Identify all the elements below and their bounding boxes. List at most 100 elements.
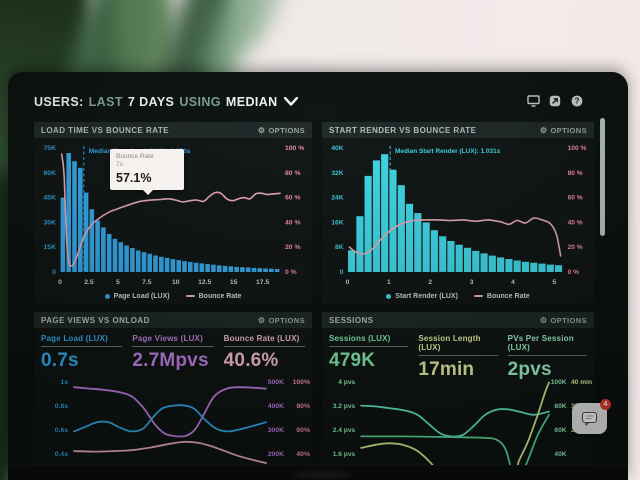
panel-title: LOAD TIME VS BOUNCE RATE xyxy=(41,125,169,135)
svg-text:24K: 24K xyxy=(331,195,343,202)
chat-widget-button[interactable]: 4 xyxy=(572,399,611,434)
metric-bounce-rate: Bounce Rate (LUX) 40.6% xyxy=(223,334,305,372)
metrics-row: Page Load (LUX) 0.7s Page Views (LUX) 2.… xyxy=(34,328,312,372)
svg-text:500K: 500K xyxy=(268,379,284,386)
gear-icon: ⚙ xyxy=(539,125,548,135)
svg-text:1: 1 xyxy=(387,279,391,286)
toolbar: ? xyxy=(527,94,584,107)
users-label: USERS: xyxy=(34,95,84,109)
help-icon[interactable]: ? xyxy=(571,94,584,107)
metric-underline xyxy=(132,346,214,347)
chart-legend: Page Load (LUX) Bounce Rate xyxy=(34,288,312,304)
metric-underline xyxy=(223,346,305,347)
svg-text:100%: 100% xyxy=(293,379,310,386)
chevron-down-icon xyxy=(283,95,298,109)
svg-text:1s: 1s xyxy=(60,379,68,386)
svg-text:60 %: 60 % xyxy=(285,195,301,202)
tooltip-value: 57.1% xyxy=(116,170,152,185)
panel-title: START RENDER VS BOUNCE RATE xyxy=(329,125,477,135)
panel-start-render-header: START RENDER VS BOUNCE RATE ⚙ OPTIONS xyxy=(322,122,594,138)
using-label: USING xyxy=(179,95,221,109)
svg-text:40K: 40K xyxy=(554,451,566,458)
svg-text:60 %: 60 % xyxy=(568,195,583,202)
metric-underline xyxy=(418,355,498,356)
page-views-chart[interactable]: 1s 0.8s 0.6s 0.4s 500K 400K 300K 200K 100% 80% 60%… xyxy=(34,372,312,466)
svg-text:60%: 60% xyxy=(296,427,310,434)
legend-line-icon xyxy=(185,295,195,297)
panel-load-time-header: LOAD TIME VS BOUNCE RATE ⚙ OPTIONS xyxy=(34,122,312,138)
display-icon[interactable] xyxy=(527,94,540,107)
panel-page-views: PAGE VIEWS VS ONLOAD ⚙ OPTIONS Page Load… xyxy=(34,312,312,466)
legend-item-bounce-rate[interactable]: Bounce Rate xyxy=(185,293,241,300)
svg-text:8K: 8K xyxy=(335,244,344,251)
svg-text:0.6s: 0.6s xyxy=(55,427,68,434)
legend-item-start-render[interactable]: Start Render (LUX) xyxy=(386,293,458,300)
svg-text:0: 0 xyxy=(340,269,344,276)
svg-text:3.2 pvs: 3.2 pvs xyxy=(333,403,356,410)
svg-text:400K: 400K xyxy=(268,403,284,410)
svg-text:40 %: 40 % xyxy=(568,219,583,226)
metric-page-load: Page Load (LUX) 0.7s xyxy=(41,334,123,372)
svg-text:7.5: 7.5 xyxy=(142,279,152,286)
svg-text:0 %: 0 % xyxy=(285,269,297,276)
options-button[interactable]: ⚙ OPTIONS xyxy=(539,315,587,325)
svg-text:32K: 32K xyxy=(331,170,343,177)
export-icon[interactable] xyxy=(549,94,562,107)
svg-text:75K: 75K xyxy=(44,145,57,152)
svg-text:40K: 40K xyxy=(331,145,343,152)
svg-text:4: 4 xyxy=(511,279,515,286)
svg-text:20 %: 20 % xyxy=(285,244,301,251)
svg-text:Median Start Render (LUX): 1.0: Median Start Render (LUX): 1.031s xyxy=(395,148,501,155)
scrollbar-thumb[interactable] xyxy=(600,118,605,236)
svg-text:2.5: 2.5 xyxy=(84,279,94,286)
tooltip-series: Bounce Rate xyxy=(116,153,154,160)
svg-text:16K: 16K xyxy=(331,219,343,226)
chat-bubble-icon xyxy=(581,411,598,426)
legend-line-icon xyxy=(473,295,483,297)
dashboard-filter-dropdown[interactable]: USERS: LAST 7 DAYS USING MEDIAN xyxy=(34,92,298,112)
svg-text:4 pvs: 4 pvs xyxy=(338,379,355,386)
svg-text:0 %: 0 % xyxy=(568,269,579,276)
svg-text:40 min: 40 min xyxy=(571,379,592,386)
svg-text:100 %: 100 % xyxy=(568,145,587,152)
svg-text:2.4 pvs: 2.4 pvs xyxy=(333,427,356,434)
panel-sessions-header: SESSIONS ⚙ OPTIONS xyxy=(322,312,594,328)
metric-value: MEDIAN xyxy=(225,95,278,109)
svg-text:80%: 80% xyxy=(296,403,310,410)
start-render-chart[interactable]: 40K 32K 24K 16K 8K 0 100 % 80 % 60 % 40 % 20 % 0 % 0… xyxy=(322,138,594,288)
gear-icon: ⚙ xyxy=(539,315,548,325)
chart-tooltip: Bounce Rate 7s 57.1% xyxy=(110,149,184,195)
panel-title: SESSIONS xyxy=(329,315,374,325)
options-button[interactable]: ⚙ OPTIONS xyxy=(257,125,305,135)
metrics-row: Sessions (LUX) 479K Session Length (LUX)… xyxy=(322,328,594,380)
metric-underline xyxy=(507,355,587,356)
metric-page-views: Page Views (LUX) 2.7Mpvs xyxy=(132,334,214,372)
legend-dot-icon xyxy=(104,293,110,299)
svg-text:100 %: 100 % xyxy=(285,145,304,152)
sessions-chart[interactable]: 4 pvs 3.2 pvs 2.4 pvs 1.6 pvs 100K 80K 60K 40K 4… xyxy=(322,372,594,466)
panel-load-time: LOAD TIME VS BOUNCE RATE ⚙ OPTIONS 75K 60… xyxy=(34,122,312,304)
panel-start-render: START RENDER VS BOUNCE RATE ⚙ OPTIONS 40… xyxy=(322,122,594,304)
load-time-chart[interactable]: 75K 60K 45K 30K 15K 0 100 % 80 % 60 % 40 % 20 % 0 %… xyxy=(34,138,312,288)
metric-session-length: Session Length (LUX) 17min xyxy=(418,334,498,380)
svg-text:40%: 40% xyxy=(296,451,310,458)
svg-text:30K: 30K xyxy=(44,219,57,226)
svg-text:300K: 300K xyxy=(268,427,284,434)
svg-text:60K: 60K xyxy=(554,427,566,434)
svg-text:12.5: 12.5 xyxy=(198,279,211,286)
panel-title: PAGE VIEWS VS ONLOAD xyxy=(41,315,150,325)
svg-text:0.8s: 0.8s xyxy=(55,403,68,410)
svg-text:100K: 100K xyxy=(551,379,567,386)
svg-text:200K: 200K xyxy=(268,451,284,458)
options-button[interactable]: ⚙ OPTIONS xyxy=(539,125,587,135)
help-glyph: ? xyxy=(575,97,580,106)
svg-text:20 %: 20 % xyxy=(568,244,583,251)
legend-item-bounce-rate[interactable]: Bounce Rate xyxy=(473,293,530,300)
gear-icon: ⚙ xyxy=(257,125,266,135)
options-button[interactable]: ⚙ OPTIONS xyxy=(257,315,305,325)
svg-text:2: 2 xyxy=(428,279,432,286)
legend-item-page-load[interactable]: Page Load (LUX) xyxy=(104,293,170,300)
metric-underline xyxy=(41,346,123,347)
laptop-screen: USERS: LAST 7 DAYS USING MEDIAN ? LOAD T… xyxy=(8,72,628,480)
svg-text:40 %: 40 % xyxy=(285,219,301,226)
